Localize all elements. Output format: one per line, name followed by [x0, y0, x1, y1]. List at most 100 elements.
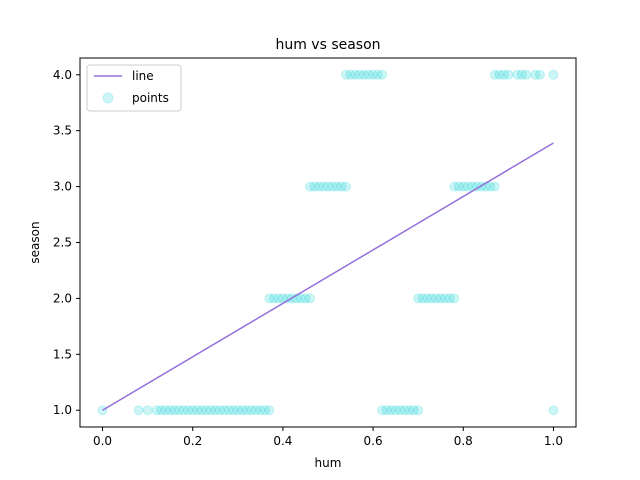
scatter-point: [413, 405, 424, 416]
scatter-point: [386, 405, 397, 416]
scatter-point: [196, 405, 207, 416]
scatter-point: [341, 181, 352, 192]
scatter-point: [205, 405, 216, 416]
scatter-point: [304, 181, 315, 192]
legend-point-label: points: [132, 91, 169, 105]
scatter-point: [273, 293, 284, 304]
scatter-point: [336, 181, 347, 192]
scatter-point: [534, 69, 545, 80]
scatter-point: [363, 69, 374, 80]
scatter-point: [255, 405, 266, 416]
x-tick-label: 0.2: [183, 434, 202, 448]
scatter-point: [313, 181, 324, 192]
legend-line-label: line: [132, 69, 154, 83]
scatter-point: [548, 405, 559, 416]
scatter-point: [264, 293, 275, 304]
scatter-point: [399, 405, 410, 416]
scatter-point: [350, 69, 361, 80]
scatter-point: [332, 181, 343, 192]
scatter-point: [377, 405, 388, 416]
x-tick-label: 0.0: [93, 434, 112, 448]
x-tick-label: 0.8: [454, 434, 473, 448]
scatter-point: [413, 293, 424, 304]
x-tick-label: 1.0: [544, 434, 563, 448]
legend-point-swatch: [102, 92, 114, 104]
scatter-point: [390, 405, 401, 416]
scatter-point: [404, 405, 415, 416]
scatter-point: [142, 405, 153, 416]
scatter-point: [295, 293, 306, 304]
scatter-point: [201, 405, 212, 416]
points-layer: [97, 69, 559, 416]
scatter-point: [489, 69, 500, 80]
scatter-point: [151, 405, 162, 416]
x-axis-ticks: 0.0 0.2 0.4 0.6 0.8 1.0: [93, 427, 563, 448]
y-axis-ticks: 1.0 1.5 2.0 2.5 3.0 3.5 4.0: [53, 68, 80, 417]
scatter-point: [485, 181, 496, 192]
scatter-point: [548, 69, 559, 80]
scatter-point: [309, 181, 320, 192]
scatter-point: [268, 293, 279, 304]
scatter-point: [323, 181, 333, 192]
scatter-point: [512, 69, 523, 80]
scatter-point: [395, 405, 406, 416]
chart-title: hum vs season: [275, 37, 380, 53]
scatter-point: [219, 405, 230, 416]
scatter-point: [521, 69, 532, 80]
y-tick-label: 4.0: [53, 68, 72, 82]
y-axis-label: season: [28, 221, 42, 263]
scatter-point: [241, 405, 252, 416]
scatter-point: [250, 405, 261, 416]
y-tick-label: 3.5: [53, 124, 72, 138]
scatter-point: [169, 405, 180, 416]
x-axis-label: hum: [315, 456, 342, 470]
scatter-point: [156, 405, 167, 416]
y-tick-label: 3.0: [53, 180, 72, 194]
scatter-point: [304, 293, 315, 304]
scatter-point: [318, 181, 329, 192]
scatter-point: [160, 405, 171, 416]
scatter-point: [449, 181, 460, 192]
scatter-point: [498, 69, 509, 80]
y-tick-label: 1.5: [53, 347, 72, 361]
scatter-point: [210, 405, 221, 416]
scatter-point: [368, 69, 379, 80]
scatter-point: [359, 69, 370, 80]
trend-line: [102, 142, 554, 411]
scatter-point: [516, 69, 527, 80]
scatter-point: [408, 405, 419, 416]
scatter-point: [449, 293, 460, 304]
scatter-point: [232, 405, 243, 416]
scatter-point: [444, 293, 455, 304]
scatter-point: [223, 405, 234, 416]
scatter-point: [377, 69, 388, 80]
scatter-point: [503, 69, 514, 80]
scatter-point: [133, 405, 144, 416]
scatter-point: [372, 69, 383, 80]
scatter-point: [440, 293, 451, 304]
scatter-point: [259, 405, 270, 416]
y-tick-label: 1.0: [53, 403, 72, 417]
scatter-point: [422, 293, 433, 304]
y-tick-label: 2.5: [53, 236, 72, 250]
x-tick-label: 0.4: [273, 434, 292, 448]
scatter-point: [458, 181, 469, 192]
scatter-point: [237, 405, 248, 416]
scatter-point: [300, 293, 311, 304]
scatter-point: [435, 293, 446, 304]
scatter-point: [345, 69, 356, 80]
scatter-point: [178, 405, 189, 416]
scatter-point: [187, 405, 198, 416]
scatter-point: [174, 405, 185, 416]
scatter-point: [494, 69, 505, 80]
y-tick-label: 2.0: [53, 291, 72, 305]
scatter-point: [417, 293, 428, 304]
line-layer: [102, 142, 554, 411]
scatter-point: [431, 293, 442, 304]
scatter-point: [264, 405, 275, 416]
scatter-point: [214, 405, 225, 416]
scatter-point: [381, 405, 392, 416]
scatter-point: [462, 181, 473, 192]
x-tick-label: 0.6: [364, 434, 383, 448]
